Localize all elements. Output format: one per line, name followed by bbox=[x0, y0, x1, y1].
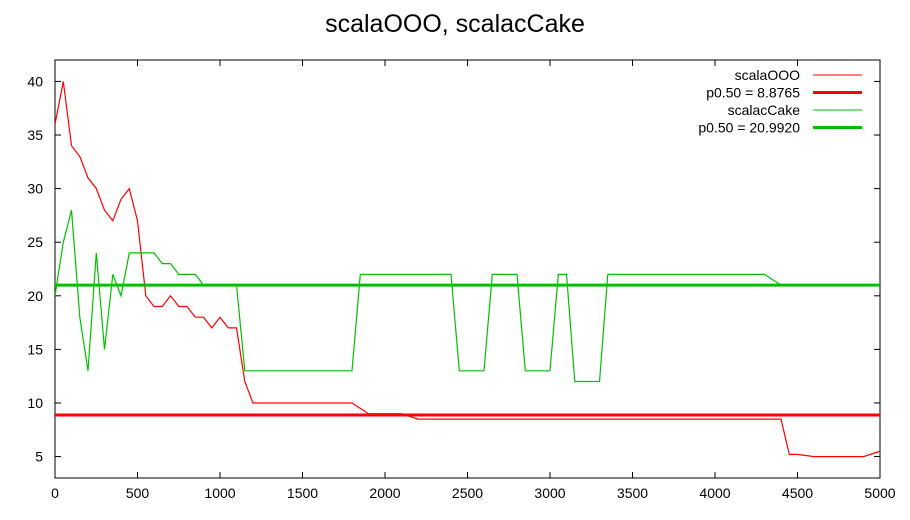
series-layer bbox=[55, 81, 880, 458]
x-tick-label: 4500 bbox=[782, 485, 813, 501]
y-tick-label: 40 bbox=[27, 73, 43, 89]
y-tick-label: 25 bbox=[27, 234, 43, 250]
y-tick-label: 20 bbox=[27, 288, 43, 304]
x-tick-label: 0 bbox=[51, 485, 59, 501]
legend-label: scalacCake bbox=[728, 102, 801, 118]
chart-title: scalaOOO, scalacCake bbox=[325, 10, 585, 38]
series-line-scalaccake bbox=[55, 209, 880, 383]
axes: 0 500 1000 1500 2000 2500 3000 3500 4000 4500 5000… bbox=[27, 60, 896, 501]
y-tick-label: 15 bbox=[27, 341, 43, 357]
legend-label: p0.50 = 8.8765 bbox=[706, 85, 800, 101]
x-tick-label: 4000 bbox=[699, 485, 730, 501]
legend-label: p0.50 = 20.9920 bbox=[698, 120, 800, 136]
x-tick-label: 500 bbox=[126, 485, 150, 501]
series-group bbox=[55, 81, 880, 458]
legend-label: scalaOOO bbox=[735, 67, 800, 83]
x-tick-label: 2000 bbox=[369, 485, 400, 501]
x-tick-label: 1500 bbox=[287, 485, 318, 501]
y-tick-label: 10 bbox=[27, 395, 43, 411]
series-line-scalaooo bbox=[55, 81, 880, 458]
y-tick-label: 30 bbox=[27, 181, 43, 197]
y-tick-label: 5 bbox=[35, 449, 43, 465]
x-tick-label: 3500 bbox=[617, 485, 648, 501]
y-tick-label: 35 bbox=[27, 127, 43, 143]
x-tick-label: 2500 bbox=[452, 485, 483, 501]
x-tick-label: 5000 bbox=[864, 485, 895, 501]
x-tick-label: 1000 bbox=[204, 485, 235, 501]
x-tick-label: 3000 bbox=[534, 485, 565, 501]
